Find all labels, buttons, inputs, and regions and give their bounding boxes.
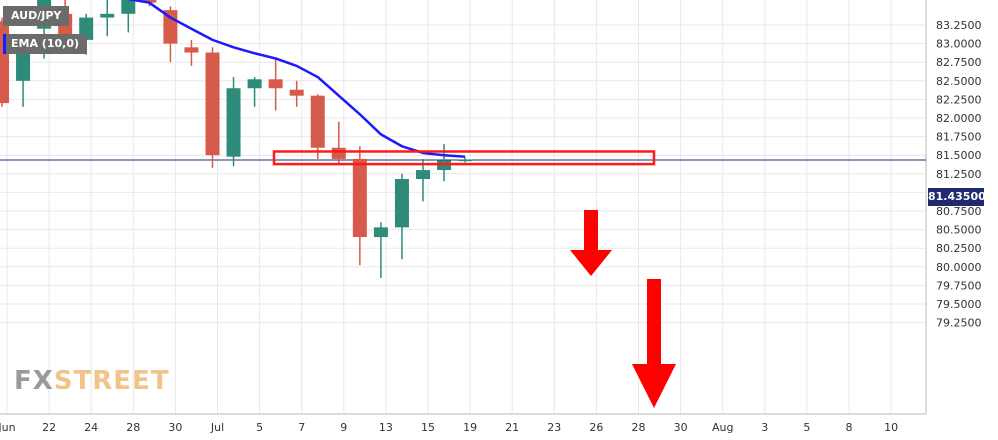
x-tick-label: 23 <box>547 421 561 434</box>
y-tick-label: 82.5000 <box>936 75 982 88</box>
candle-body <box>331 147 346 159</box>
y-tick-label: 80.7500 <box>936 205 982 218</box>
watermark-street: STREET <box>53 366 170 396</box>
x-tick-label: 8 <box>846 421 853 434</box>
x-tick-label: 3 <box>761 421 768 434</box>
x-tick-label: 9 <box>340 421 347 434</box>
y-tick-label: 79.5000 <box>936 298 982 311</box>
y-tick-label: 80.5000 <box>936 224 982 237</box>
ema-legend-badge: EMA (10,0) <box>3 34 87 54</box>
candle-body <box>100 13 115 18</box>
x-tick-label: 5 <box>803 421 810 434</box>
y-tick-label: 83.0000 <box>936 38 982 51</box>
x-tick-label: 21 <box>505 421 519 434</box>
fxstreet-watermark: FXSTREET <box>14 366 170 396</box>
support-zone-box <box>272 150 656 166</box>
candle-body <box>416 170 430 180</box>
x-tick-label: 7 <box>298 421 305 434</box>
x-tick-label: 13 <box>379 421 393 434</box>
x-tick-label: Jul <box>210 421 224 434</box>
x-tick-label: Aug <box>712 421 733 434</box>
y-tick-label: 81.2500 <box>936 168 982 181</box>
y-tick-label: 80.0000 <box>936 261 982 274</box>
x-tick-label: 10 <box>884 421 898 434</box>
candle-body <box>184 47 199 53</box>
candle-body <box>373 227 388 238</box>
x-tick-label: 15 <box>421 421 435 434</box>
y-tick-label: 79.7500 <box>936 279 982 292</box>
x-tick-label: Jun <box>0 421 16 434</box>
symbol-badge: AUD/JPY <box>3 6 70 26</box>
down-arrow-large <box>632 279 676 408</box>
y-tick-label: 82.2500 <box>936 93 982 106</box>
candle-body <box>352 158 367 238</box>
y-tick-label: 81.7500 <box>936 131 982 144</box>
current-price-label: 81.43500 <box>928 188 986 206</box>
candle-body <box>142 0 157 3</box>
candle-body <box>121 0 136 14</box>
x-tick-label: 28 <box>632 421 646 434</box>
x-tick-label: 26 <box>589 421 603 434</box>
candle-body <box>458 159 473 162</box>
candle-body <box>0 21 9 104</box>
x-tick-label: 24 <box>84 421 98 434</box>
x-tick-label: 28 <box>126 421 140 434</box>
candle-body <box>247 79 262 89</box>
candle-body <box>394 179 409 228</box>
y-tick-label: 79.2500 <box>936 317 982 330</box>
down-arrow-small <box>570 210 612 276</box>
y-tick-label: 81.5000 <box>936 149 982 162</box>
x-tick-label: 22 <box>42 421 56 434</box>
ema-line <box>127 0 466 158</box>
x-tick-label: 19 <box>463 421 477 434</box>
x-tick-label: 30 <box>674 421 688 434</box>
watermark-fx: FX <box>14 366 54 396</box>
candle-body <box>268 79 283 89</box>
candle-body <box>226 88 241 157</box>
y-tick-label: 82.0000 <box>936 112 982 125</box>
candle-body <box>205 52 220 156</box>
x-tick-label: 5 <box>256 421 263 434</box>
y-tick-label: 82.7500 <box>936 56 982 69</box>
y-tick-label: 83.2500 <box>936 19 982 32</box>
candle-body <box>310 95 325 148</box>
x-tick-label: 30 <box>168 421 182 434</box>
candle-body <box>289 89 304 96</box>
y-tick-label: 80.2500 <box>936 242 982 255</box>
